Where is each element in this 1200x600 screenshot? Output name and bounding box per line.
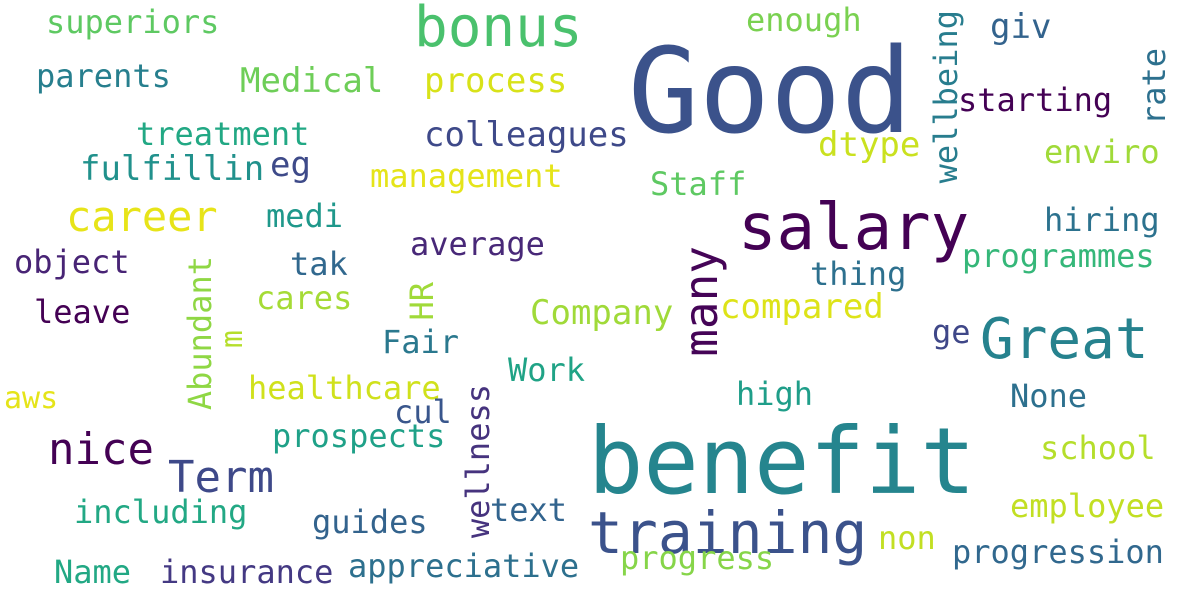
word-eg: eg (270, 145, 311, 185)
word-compared: compared (720, 287, 884, 327)
word-management: management (370, 157, 563, 195)
word-great: Great (980, 307, 1149, 372)
word-process: process (424, 61, 568, 101)
word-ge: ge (932, 313, 971, 351)
word-guides: guides (312, 503, 428, 541)
word-abundant: Abundant (181, 256, 219, 411)
word-name: Name (54, 553, 132, 591)
word-dtype: dtype (818, 125, 921, 165)
word-nice: nice (48, 424, 154, 475)
word-hr: HR (403, 282, 441, 321)
word-medical: Medical (240, 61, 384, 101)
word-medi: medi (266, 197, 344, 235)
word-bonus: bonus (414, 0, 583, 60)
word-staff: Staff (650, 165, 747, 203)
word-aws: aws (4, 381, 59, 416)
word-fulfillin: fulfillin (80, 149, 265, 189)
word-giv: giv (990, 7, 1052, 47)
word-cares: cares (256, 279, 353, 317)
word-object: object (14, 243, 130, 281)
word-work: Work (508, 351, 586, 389)
word-enviro: enviro (1044, 133, 1160, 171)
word-good: Good (628, 22, 913, 160)
word-enough: enough (746, 1, 862, 39)
word-hiring: hiring (1044, 201, 1160, 239)
word-non: non (878, 519, 936, 557)
word-high: high (736, 375, 814, 413)
word-starting: starting (958, 81, 1113, 119)
word-progress: progress (620, 539, 775, 577)
word-appreciative: appreciative (348, 547, 580, 585)
word-rate: rate (1135, 48, 1173, 126)
word-employee: employee (1010, 487, 1165, 525)
word-tak: tak (290, 245, 348, 283)
word-thing: thing (810, 255, 907, 293)
word-school: school (1040, 429, 1156, 467)
word-parents: parents (36, 57, 171, 95)
word-benefit: benefit (588, 408, 976, 515)
word-many: many (674, 246, 728, 357)
word-salary: salary (738, 191, 970, 265)
word-none: None (1010, 377, 1088, 415)
word-average: average (410, 225, 545, 263)
word-term: Term (168, 452, 274, 503)
word-career: career (66, 192, 218, 241)
word-prospects: prospects (272, 417, 446, 455)
word-leave: leave (34, 293, 131, 331)
word-programmes: programmes (962, 237, 1155, 275)
word-text: text (490, 491, 568, 529)
word-progression: progression (952, 533, 1164, 571)
word-treatment: treatment (136, 115, 310, 153)
word-cul: cul (394, 393, 452, 431)
word-training: training (588, 499, 868, 567)
word-healthcare: healthcare (248, 369, 441, 407)
word-insurance: insurance (160, 553, 334, 591)
word-fair: Fair (382, 323, 460, 361)
word-including: including (74, 493, 248, 531)
word-m: m (215, 330, 250, 349)
word-company: Company (530, 293, 674, 333)
word-superiors: superiors (46, 3, 220, 41)
word-colleagues: colleagues (424, 115, 629, 155)
